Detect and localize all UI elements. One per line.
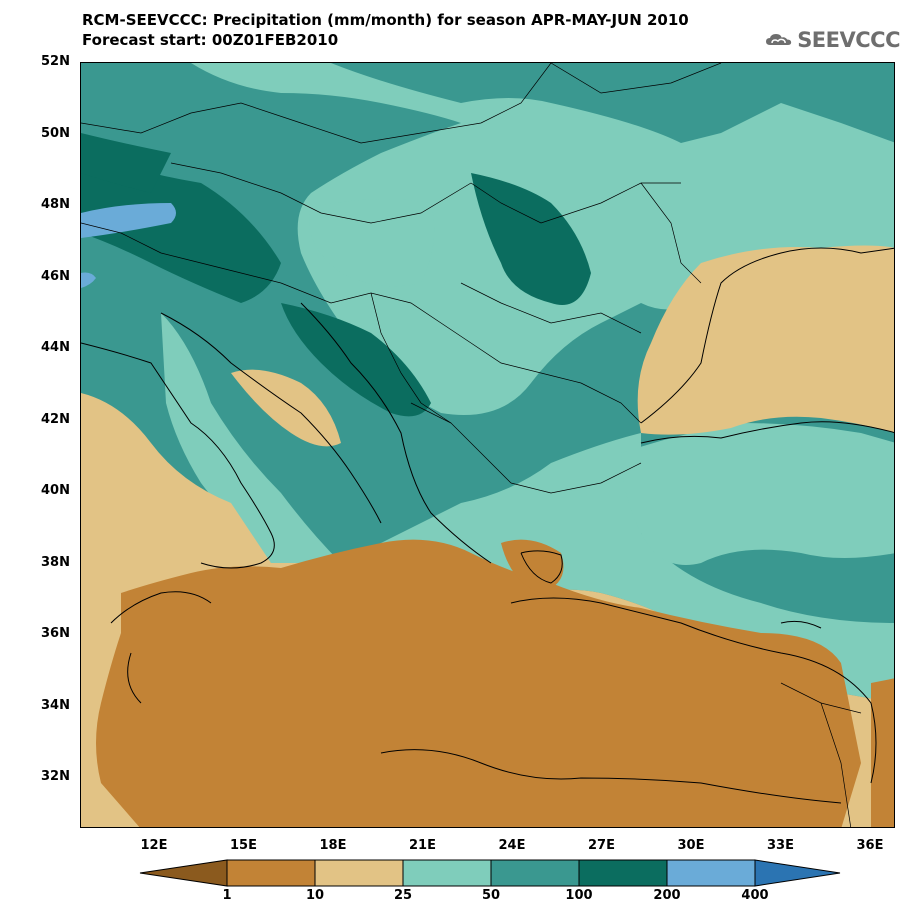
field-100-200-north xyxy=(81,133,171,193)
colorbar-segment-2 xyxy=(314,859,404,887)
lon-label-18E: 18E xyxy=(319,838,347,853)
colorbar-label-50: 50 xyxy=(481,888,501,903)
title-block: RCM-SEEVCCC: Precipitation (mm/month) fo… xyxy=(82,10,689,50)
field-25-50-italy xyxy=(161,313,341,563)
lat-label-42N: 42N xyxy=(41,411,70,427)
lon-label-15E: 15E xyxy=(230,838,257,853)
logo-text: SEEVCCC xyxy=(797,28,900,52)
field-25-50-turkey xyxy=(621,423,894,565)
field-10-25-black-sea xyxy=(637,245,894,435)
field-10-25-italy-heel xyxy=(231,369,341,447)
lat-label-48N: 48N xyxy=(41,197,70,212)
map-title: RCM-SEEVCCC: Precipitation (mm/month) fo… xyxy=(82,11,689,29)
colorbar-segment-6 xyxy=(666,859,756,887)
forecast-start: Forecast start: 00Z01FEB2010 xyxy=(82,31,339,49)
map-canvas xyxy=(81,63,894,827)
field-1-10-east xyxy=(871,678,894,827)
field-100-200-carpathian xyxy=(471,173,591,305)
colorbar-label-100: 100 xyxy=(565,888,593,903)
field-25-50-pannonian xyxy=(309,199,435,287)
lon-label-12E: 12E xyxy=(140,838,168,853)
field-100-200-alps xyxy=(81,153,281,303)
lat-label-38N: 38N xyxy=(41,554,70,570)
lat-label-34N: 34N xyxy=(41,697,70,713)
lat-label-52N: 52N xyxy=(41,54,70,69)
colorbar-label-10: 10 xyxy=(305,888,325,903)
colorbar-label-400: 400 xyxy=(741,888,769,903)
field-1-10-med xyxy=(96,539,861,827)
colorbar-label-200: 200 xyxy=(653,888,681,903)
precipitation-map xyxy=(80,62,895,828)
lon-label-30E: 30E xyxy=(677,838,705,853)
country-borders xyxy=(81,63,862,827)
field-1-10-crete xyxy=(501,539,564,593)
lat-label-36N: 36N xyxy=(41,626,70,641)
colorbar-segment-below-1 xyxy=(139,859,228,887)
lon-label-33E: 33E xyxy=(767,838,794,853)
coastlines xyxy=(81,247,894,804)
colorbar-segment-4 xyxy=(490,859,580,887)
colorbar-label-1: 1 xyxy=(222,888,232,903)
lat-label-40N: 40N xyxy=(41,483,70,498)
colorbar-segment-above-400 xyxy=(754,859,841,887)
lat-label-46N: 46N xyxy=(41,268,70,284)
colorbar-segment-3 xyxy=(402,859,492,887)
lon-label-21E: 21E xyxy=(409,838,436,853)
lat-label-32N: 32N xyxy=(41,769,70,784)
lat-label-50N: 50N xyxy=(41,125,70,141)
field-200-400-alps-west xyxy=(81,272,96,288)
lon-label-27E: 27E xyxy=(588,838,615,853)
lon-label-24E: 24E xyxy=(498,838,526,853)
cloud-logo-icon xyxy=(766,33,792,46)
lat-label-44N: 44N xyxy=(41,340,70,355)
colorbar-segment-1 xyxy=(226,859,316,887)
colorbar-segment-5 xyxy=(578,859,668,887)
colorbar xyxy=(139,859,841,887)
colorbar-label-25: 25 xyxy=(393,888,413,903)
seevccc-logo: SEEVCCC xyxy=(765,22,900,58)
lon-label-36E: 36E xyxy=(856,838,884,853)
field-100-200-dinaric xyxy=(281,303,431,417)
